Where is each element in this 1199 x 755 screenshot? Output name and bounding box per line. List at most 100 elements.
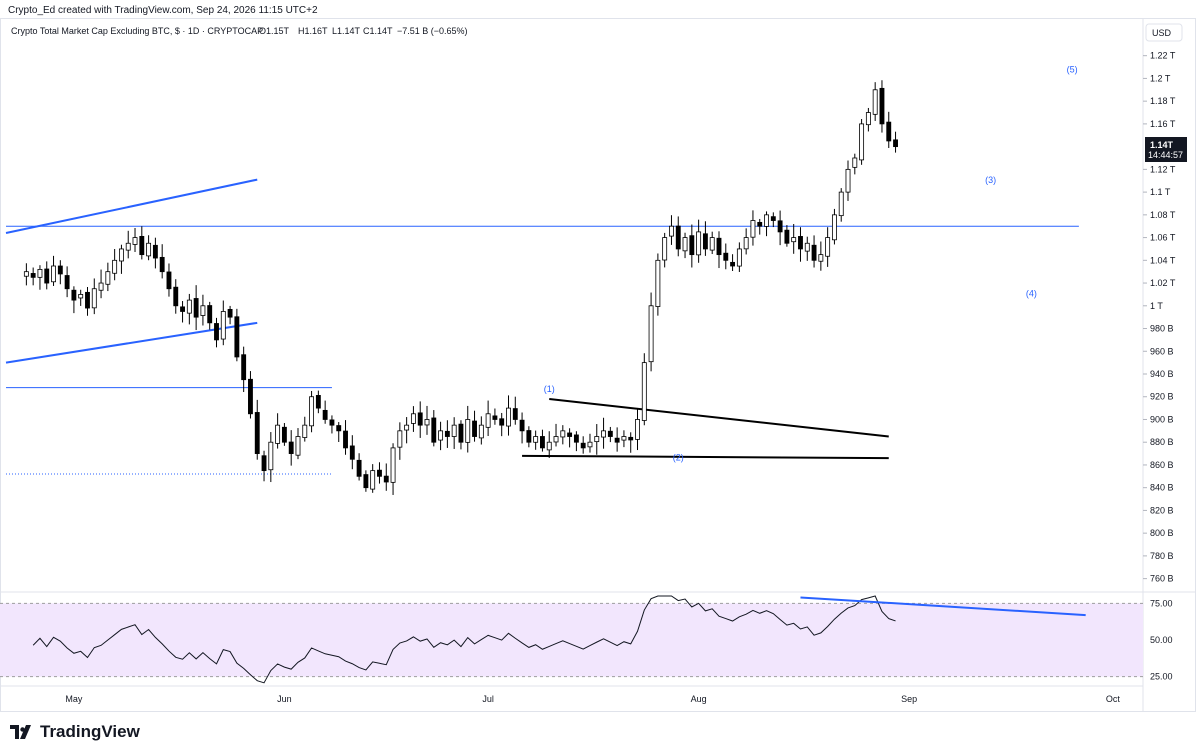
time-tick-label: Aug [691,694,707,704]
candle [44,261,50,290]
candle-body [57,265,63,275]
candle-body [492,415,498,420]
ohlc-close: C1.14T [363,26,393,36]
candle-body [254,412,260,454]
candle [349,435,355,470]
candle-body [37,269,43,278]
candle [336,422,342,442]
candle [553,423,559,447]
candle [831,208,837,245]
candle-body [709,237,715,251]
candle-body [723,252,729,261]
candle-body [560,430,566,438]
price-tick-label: 920 B [1150,392,1174,402]
candle [655,253,661,316]
candle-body [573,434,579,443]
candle-body [152,244,158,259]
candle [37,265,43,290]
candle-body [295,436,301,456]
candle [635,407,640,451]
candle [472,410,477,442]
candle [641,353,647,426]
candle [98,269,104,299]
candle [804,236,810,261]
candle [112,248,118,281]
candle-body [553,436,559,443]
candle-body [777,220,783,233]
candle [865,107,871,132]
candle [193,285,199,331]
candle [811,235,817,268]
price-tick-label: 960 B [1150,346,1174,356]
candle [268,432,274,483]
tradingview-brand[interactable]: TradingView [10,722,140,742]
chart-frame [0,18,1196,712]
candle [750,210,756,246]
candle [886,111,892,149]
candle-body [377,469,382,477]
candle [730,254,736,272]
candle [295,428,301,460]
price-tick-label: 1.1 T [1150,187,1171,197]
candle-body [98,282,104,291]
candle-body [635,419,640,440]
candle [444,420,450,448]
candle [879,80,885,133]
candle-body [207,305,213,324]
candle-body [628,436,634,441]
candle-body [125,242,131,251]
candle [764,211,769,237]
candle-body [512,408,518,420]
candle-body [397,430,403,448]
candle-body [146,242,152,257]
candle [254,399,260,460]
candle [546,431,552,458]
candle [315,390,321,414]
candle-body [51,265,56,283]
wave-label: (4) [1026,289,1037,299]
candle-body [288,441,294,454]
candle-body [173,286,179,307]
price-tick-label: 1.22 T [1150,51,1176,61]
candle [166,263,172,297]
candle-body [343,430,348,449]
candle-body [865,112,871,126]
candle-body [567,432,573,437]
ohlc-open: O1.15T [259,26,290,36]
candles [23,80,898,495]
currency-label[interactable]: USD [1152,28,1172,38]
candle [492,408,498,425]
candle [356,453,362,481]
candle [485,400,491,437]
candle [791,223,797,254]
candle [669,215,674,245]
candle [125,230,131,259]
candle-body [825,237,831,257]
candle-body [499,418,505,426]
candle [614,427,620,452]
candle-body [329,419,335,426]
candle [798,227,803,262]
candle [57,260,63,285]
candle-body [594,436,600,443]
rsi-line [32,595,896,684]
candle-body [757,221,763,227]
candle-body [526,430,532,443]
candle-body [764,214,769,227]
candle [580,436,586,454]
candle [132,227,138,252]
candle-body [438,430,444,441]
candle-body [852,157,858,168]
candle [23,263,29,286]
candle-body [315,395,321,409]
currency-button-bg[interactable] [1145,23,1183,42]
price-tick-label: 820 B [1150,505,1174,515]
candle-body [85,291,90,309]
candle-body [390,447,396,483]
candle-body [119,248,124,262]
rsi-tick-label: 25.00 [1150,672,1173,682]
candle-body [838,191,844,217]
candle [587,433,593,453]
candle [601,417,606,449]
